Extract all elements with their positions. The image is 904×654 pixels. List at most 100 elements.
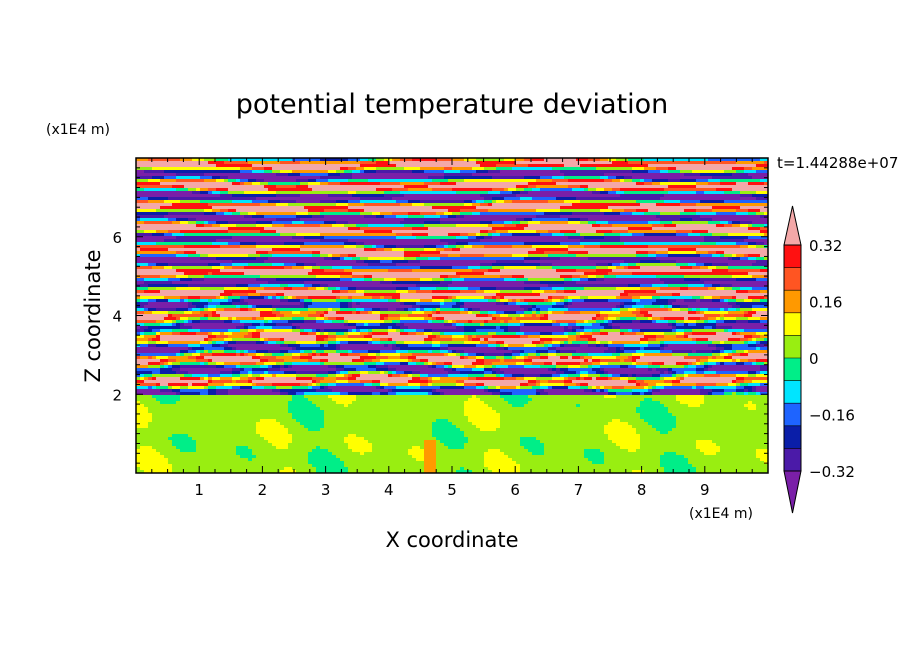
heatmap-cell: [608, 221, 649, 225]
heatmap-cell: [672, 326, 677, 330]
heatmap-cell: [748, 392, 757, 396]
heatmap-cell: [536, 392, 541, 396]
heatmap-cell: [600, 368, 605, 372]
heatmap-cell: [352, 278, 365, 282]
heatmap-cell: [384, 344, 389, 348]
heatmap-cell: [632, 353, 645, 357]
heatmap-cell: [500, 191, 513, 195]
heatmap-cell: [456, 191, 489, 195]
heatmap-cell: [300, 344, 321, 348]
heatmap-cell: [136, 335, 145, 339]
heatmap-cell: [464, 179, 537, 183]
heatmap-cell: [632, 170, 649, 174]
heatmap-cell: [200, 188, 209, 192]
heatmap-cell: [424, 446, 437, 450]
heatmap-cell: [276, 203, 289, 207]
heatmap-cell: [212, 224, 221, 228]
heatmap-cell: [136, 425, 149, 429]
heatmap-cell: [564, 302, 569, 306]
heatmap-cell: [676, 263, 689, 267]
heatmap-cell: [248, 446, 277, 450]
heatmap-cell: [136, 266, 153, 270]
heatmap-cell: [264, 287, 285, 291]
heatmap-cell: [164, 362, 169, 366]
heatmap-cell: [704, 236, 721, 240]
heatmap-cell: [700, 362, 705, 366]
heatmap-cell: [664, 341, 697, 345]
heatmap-cell: [572, 341, 589, 345]
heatmap-cell: [596, 221, 609, 225]
heatmap-cell: [600, 374, 609, 378]
heatmap-cell: [404, 167, 421, 171]
heatmap-cell: [212, 350, 225, 354]
heatmap-cell: [384, 317, 389, 321]
heatmap-cell: [388, 161, 477, 165]
heatmap-cell: [680, 266, 693, 270]
heatmap-cell: [320, 383, 329, 387]
heatmap-cell: [412, 371, 421, 375]
heatmap-cell: [708, 179, 721, 183]
heatmap-cell: [628, 356, 633, 360]
heatmap-cell: [724, 350, 733, 354]
heatmap-cell: [292, 158, 321, 162]
heatmap-cell: [356, 329, 361, 333]
heatmap-cell: [696, 191, 705, 195]
heatmap-cell: [596, 275, 605, 279]
heatmap-cell: [136, 356, 141, 360]
heatmap-cell: [660, 401, 681, 405]
heatmap-cell: [328, 173, 341, 177]
heatmap-cell: [196, 446, 237, 450]
heatmap-cell: [620, 296, 633, 300]
heatmap-cell: [400, 320, 429, 324]
heatmap-cell: [664, 335, 677, 339]
heatmap-cell: [212, 353, 237, 357]
heatmap-cell: [732, 287, 741, 291]
heatmap-cell: [200, 377, 205, 381]
heatmap-cell: [452, 350, 457, 354]
heatmap-cell: [348, 392, 373, 396]
heatmap-cell: [524, 188, 533, 192]
heatmap-cell: [544, 389, 585, 393]
heatmap-cell: [180, 389, 209, 393]
heatmap-cell: [580, 164, 649, 168]
heatmap-cell: [412, 269, 473, 273]
colorbar-segment: [784, 425, 801, 449]
heatmap-cell: [272, 365, 281, 369]
heatmap-cell: [600, 311, 621, 315]
heatmap-cell: [392, 389, 433, 393]
heatmap-cell: [380, 380, 409, 384]
heatmap-cell: [424, 221, 441, 225]
heatmap-cell: [336, 338, 373, 342]
heatmap-cell: [276, 296, 281, 300]
heatmap-cell: [764, 344, 768, 348]
heatmap-cell: [516, 302, 529, 306]
heatmap-cell: [600, 386, 605, 390]
heatmap-cell: [484, 197, 493, 201]
heatmap-cell: [240, 296, 249, 300]
heatmap-cell: [560, 242, 581, 246]
heatmap-cell: [680, 170, 693, 174]
heatmap-cell: [564, 332, 569, 336]
heatmap-cell: [504, 371, 557, 375]
heatmap-cell: [148, 425, 257, 429]
heatmap-cell: [668, 344, 709, 348]
heatmap-cell: [300, 329, 305, 333]
heatmap-cell: [288, 446, 317, 450]
heatmap-cell: [744, 167, 753, 171]
heatmap-cell: [516, 311, 525, 315]
heatmap-cell: [308, 452, 333, 456]
heatmap-cell: [280, 311, 293, 315]
heatmap-cell: [676, 416, 768, 420]
heatmap-cell: [292, 362, 321, 366]
heatmap-cell: [292, 365, 329, 369]
heatmap-cell: [172, 362, 181, 366]
heatmap-cell: [608, 299, 633, 303]
heatmap-cell: [480, 164, 497, 168]
heatmap-cell: [336, 383, 365, 387]
heatmap-cell: [260, 182, 269, 186]
heatmap-cell: [512, 200, 549, 204]
heatmap-cell: [200, 296, 217, 300]
heatmap-cell: [724, 299, 729, 303]
heatmap-cell: [264, 320, 269, 324]
heatmap-cell: [308, 209, 325, 213]
